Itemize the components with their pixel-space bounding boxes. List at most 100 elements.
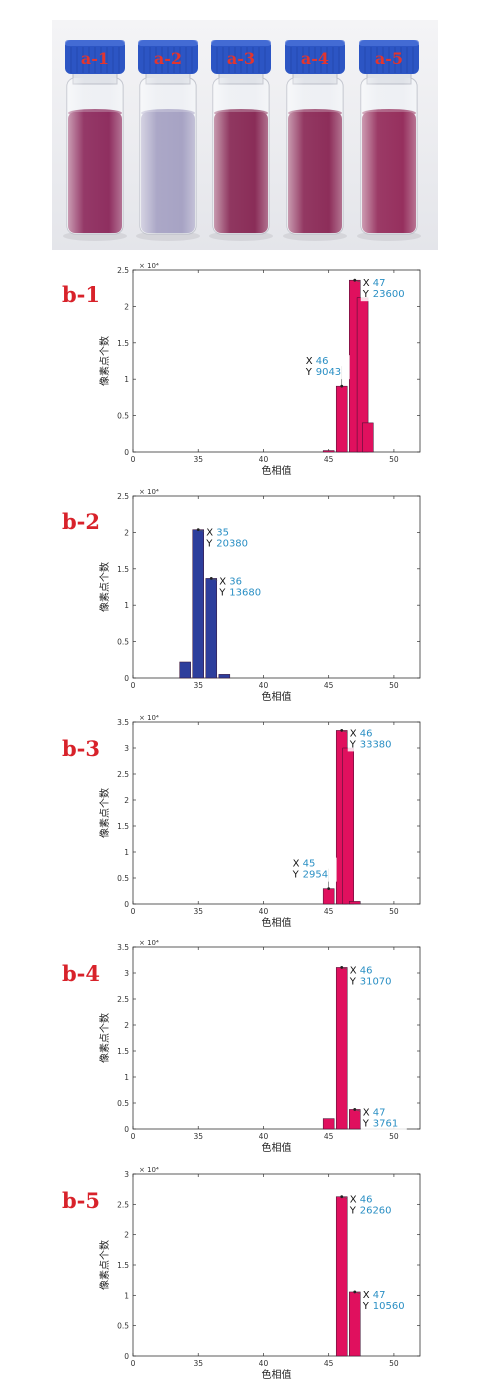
datatip: X 35Y 20380 [205, 528, 248, 550]
plot-area [132, 946, 421, 1130]
x-axis-label: 色相值 [262, 1368, 292, 1381]
x-tick-label: 35 [193, 907, 203, 916]
x-tick-label: 40 [259, 907, 269, 916]
x-tick-label: 35 [193, 681, 203, 690]
datatip-marker [353, 1290, 357, 1294]
y-tick-label: 0 [124, 1352, 129, 1361]
y-tick-label: 1.5 [117, 339, 129, 348]
x-tick-label: 0 [131, 1359, 136, 1368]
y-tick-label: 3.5 [117, 943, 129, 952]
datatip-marker [340, 729, 344, 732]
y-tick-label: 2 [124, 796, 129, 805]
datatip-x-value: 46 [360, 728, 373, 739]
y-tick-label: 0 [124, 1125, 129, 1134]
x-tick-label: 45 [324, 455, 334, 464]
exponent-label: × 10⁴ [139, 488, 159, 496]
y-tick-label: 1 [124, 1291, 129, 1300]
datatip-marker [209, 577, 213, 580]
panel-label-b4: b-4 [62, 961, 101, 986]
exponent-label: × 10⁴ [139, 1166, 159, 1174]
bar-34 [179, 661, 191, 679]
x-tick-label: 50 [389, 1132, 399, 1141]
panel-label-b3: b-3 [62, 736, 101, 761]
vials-photo: a-1 a-2 a-3 a-4 a-5 [52, 20, 438, 250]
x-axis-label: 色相值 [262, 916, 292, 929]
y-tick-label: 1 [124, 375, 129, 384]
vial-label: a-5 [375, 49, 403, 68]
datatip-marker [340, 1195, 344, 1199]
y-tick-label: 0 [124, 900, 129, 909]
bar-37 [218, 674, 231, 679]
datatip-marker [196, 528, 200, 532]
y-tick-label: 3 [124, 1170, 129, 1179]
x-tick-label: 0 [131, 681, 136, 690]
exponent-label: × 10⁴ [139, 714, 159, 722]
datatip-x-value: 45 [303, 859, 316, 870]
y-axis-label: 像素点个数 [98, 1240, 111, 1290]
datatip-x-value: 35 [216, 528, 229, 539]
panel-label-b1: b-1 [62, 282, 101, 307]
datatip-y-label: Y [362, 1118, 370, 1129]
exponent-label: × 10⁴ [139, 262, 159, 270]
datatip: X 47Y 3761 [362, 1107, 398, 1129]
datatip-x-label: X [219, 576, 226, 587]
bar-46.5 [342, 747, 354, 905]
vial-label: a-1 [81, 49, 109, 68]
datatip-y-value: 9043 [316, 367, 341, 378]
datatip-y-value: 13680 [229, 587, 261, 598]
exponent-label: × 10⁴ [139, 939, 159, 947]
datatip-x-label: X [206, 528, 213, 539]
y-tick-label: 0.5 [117, 874, 129, 883]
datatip-y-value: 26260 [360, 1206, 392, 1217]
vial-label: a-4 [301, 49, 329, 68]
vial-4: a-4 [283, 40, 347, 241]
bar-48 [362, 422, 374, 453]
datatip-y-value: 10560 [373, 1301, 405, 1312]
y-axis-label: 像素点个数 [98, 788, 111, 838]
bar-45 [322, 450, 335, 453]
y-tick-label: 1.5 [117, 1261, 129, 1270]
y-axis-label: 像素点个数 [98, 1013, 111, 1063]
datatip-y-label: Y [305, 367, 313, 378]
bar-47 [349, 1291, 361, 1357]
y-tick-label: 3 [124, 969, 129, 978]
datatip-x-value: 46 [360, 1195, 373, 1206]
x-axis-label: 色相值 [262, 1141, 292, 1154]
y-tick-label: 1.5 [117, 822, 129, 831]
x-tick-label: 0 [131, 907, 136, 916]
bar-46 [335, 1196, 348, 1357]
datatip-x-value: 47 [373, 1290, 386, 1301]
datatip-x-label: X [306, 356, 313, 367]
datatip-y-value: 33380 [360, 739, 392, 750]
y-tick-label: 2.5 [117, 770, 129, 779]
y-tick-label: 0.5 [117, 1322, 129, 1331]
vial-5: a-5 [357, 40, 421, 241]
y-tick-label: 1 [124, 848, 129, 857]
datatip-y-label: Y [349, 739, 357, 750]
datatip-y-value: 2954 [303, 870, 328, 881]
y-tick-label: 0.5 [117, 638, 129, 647]
x-tick-label: 40 [259, 681, 269, 690]
datatip-y-label: Y [292, 870, 300, 881]
x-axis-label: 色相值 [262, 464, 292, 477]
bar-47 [349, 1109, 361, 1130]
datatip: X 47Y 10560 [362, 1290, 405, 1312]
datatip-x-label: X [363, 1290, 370, 1301]
datatip-x-value: 46 [360, 965, 373, 976]
bar-47 [349, 901, 361, 905]
datatip-x-label: X [293, 859, 300, 870]
x-tick-label: 0 [131, 455, 136, 464]
x-tick-label: 50 [389, 681, 399, 690]
vial-label: a-2 [154, 49, 182, 68]
x-tick-label: 35 [193, 1359, 203, 1368]
datatip-y-label: Y [205, 539, 213, 550]
y-axis-label: 像素点个数 [98, 336, 111, 386]
y-tick-label: 0.5 [117, 412, 129, 421]
x-tick-label: 40 [259, 1359, 269, 1368]
y-tick-label: 2 [124, 302, 129, 311]
x-axis-label: 色相值 [262, 690, 292, 703]
x-tick-label: 0 [131, 1132, 136, 1141]
datatip-marker [353, 1108, 357, 1111]
